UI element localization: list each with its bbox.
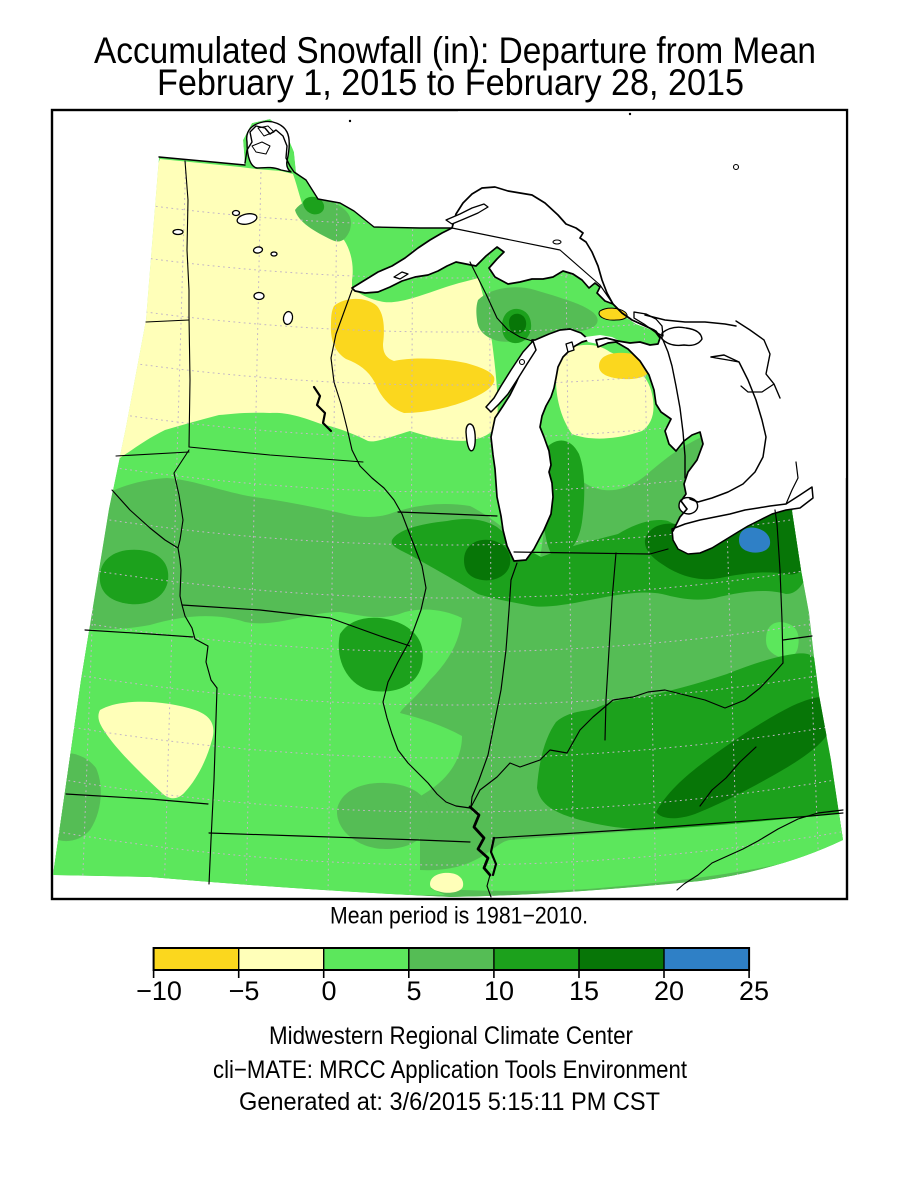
svg-text:−10: −10 [136,976,182,1006]
svg-text:25: 25 [739,976,769,1006]
svg-text:Midwestern Regional Climate Ce: Midwestern Regional Climate Center [269,1022,633,1050]
svg-text:5: 5 [406,976,421,1006]
svg-text:Accumulated Snowfall (in): Dep: Accumulated Snowfall (in): Departure fro… [94,30,816,71]
svg-text:February 1, 2015 to February 2: February 1, 2015 to February 28, 2015 [157,62,744,103]
svg-text:0: 0 [321,976,336,1006]
svg-text:20: 20 [654,976,684,1006]
svg-text:−5: −5 [229,976,260,1006]
svg-text:10: 10 [484,976,514,1006]
svg-text:Mean period is 1981−2010.: Mean period is 1981−2010. [330,903,588,930]
svg-text:15: 15 [569,976,599,1006]
svg-text:Generated at: 3/6/2015 5:15:11: Generated at: 3/6/2015 5:15:11 PM CST [239,1088,660,1116]
svg-text:cli−MATE: MRCC Application Too: cli−MATE: MRCC Application Tools Environ… [213,1056,687,1084]
